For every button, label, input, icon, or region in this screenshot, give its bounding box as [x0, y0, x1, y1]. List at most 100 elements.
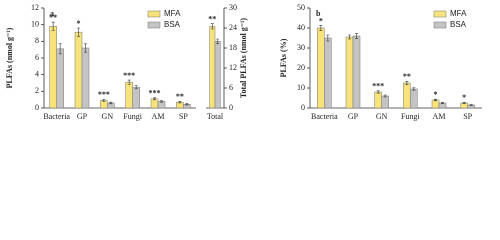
x-tick-label: SP [463, 112, 472, 121]
error-bar [178, 101, 182, 104]
x-tick-label: GN [102, 112, 114, 121]
significance: ** [403, 72, 411, 81]
bar [209, 26, 216, 109]
y-tick-label: 24 [229, 23, 237, 32]
error-bar [127, 79, 131, 85]
legend-label: BSA [450, 20, 467, 29]
legend-swatch [433, 21, 447, 29]
bar [352, 35, 361, 109]
bar [150, 98, 159, 109]
y-tick-label: 12 [31, 3, 39, 12]
x-tick-label: Bacteria [311, 112, 338, 121]
bar [324, 37, 332, 109]
error-bar [51, 21, 55, 31]
y-tick-label: 20 [297, 63, 305, 72]
error-bar [216, 38, 220, 44]
error-bar [109, 101, 113, 105]
bar [56, 48, 64, 109]
significance: * [462, 93, 466, 102]
significance: ** [49, 13, 57, 22]
y-tick-label: 0 [35, 103, 39, 112]
x-tick-label: Total [207, 112, 224, 121]
error-bar [405, 81, 409, 85]
error-bar [434, 98, 437, 102]
bar [403, 82, 411, 109]
y-tick-label: 8 [35, 36, 39, 45]
error-bar [77, 27, 80, 37]
y-tick-label: 30 [229, 3, 237, 12]
legend-label: MFA [164, 9, 181, 18]
error-bar [134, 85, 138, 90]
bar [49, 26, 57, 109]
bar [431, 99, 440, 109]
bar [81, 47, 90, 109]
y-tick-label: 10 [297, 83, 305, 92]
significance: *** [372, 82, 384, 91]
significance: *** [98, 90, 110, 99]
y-tick-label: 10 [31, 19, 39, 28]
error-bar [383, 94, 387, 98]
x-tick-label: SP [179, 112, 188, 121]
y-axis-title: PLFAs (%) [279, 38, 288, 77]
error-bar [469, 104, 473, 106]
legend-swatch [147, 21, 161, 29]
y-tick-label: 12 [229, 63, 237, 72]
error-bar [412, 87, 416, 91]
error-bar [462, 102, 466, 104]
bar [132, 86, 140, 109]
y-tick-label: 18 [229, 43, 237, 52]
bar [410, 88, 418, 109]
significance: *** [149, 89, 161, 98]
bar [74, 31, 83, 109]
error-bar [441, 102, 444, 104]
error-bar [84, 43, 87, 53]
x-tick-label: Fungi [401, 112, 420, 121]
x-tick-label: Bacteria [43, 112, 70, 121]
significance: * [434, 90, 438, 99]
error-bar [326, 34, 330, 42]
y-axis-title: Total PLFAs (nmol g⁻¹) [239, 18, 248, 99]
legend-label: MFA [450, 9, 467, 18]
x-tick-label: GN [376, 112, 388, 121]
error-bar [102, 98, 106, 103]
significance: ** [176, 92, 184, 101]
y-tick-label: 30 [297, 43, 305, 52]
legend-swatch [147, 10, 161, 18]
bar [381, 95, 389, 109]
error-bar [348, 34, 351, 40]
bar [125, 81, 133, 109]
y-tick-label: 2 [35, 86, 39, 95]
y-tick-label: 6 [35, 53, 39, 62]
error-bar [58, 43, 62, 55]
bar [345, 36, 354, 109]
significance: * [77, 19, 81, 28]
significance: *** [123, 71, 135, 80]
panel-label: b [316, 9, 321, 18]
x-tick-label: Fungi [123, 112, 142, 121]
significance: * [319, 16, 323, 25]
error-bar [376, 90, 380, 94]
error-bar [319, 25, 323, 31]
x-tick-label: GP [348, 112, 359, 121]
bar [214, 41, 221, 109]
panel-label: a [50, 9, 54, 18]
y-tick-label: 4 [35, 69, 39, 78]
legend-swatch [433, 10, 447, 18]
y-tick-label: 0 [301, 103, 305, 112]
error-bar [185, 103, 189, 106]
y-axis-title: PLFAs (nmol g⁻¹) [5, 27, 14, 88]
error-bar [160, 100, 163, 103]
y-tick-label: 40 [297, 23, 305, 32]
error-bar [153, 97, 156, 101]
error-bar [210, 23, 214, 30]
legend-label: BSA [164, 20, 181, 29]
x-tick-label: AM [152, 112, 165, 121]
y-tick-label: 6 [229, 83, 233, 92]
x-tick-label: AM [433, 112, 446, 121]
x-tick-label: GP [77, 112, 88, 121]
error-bar [355, 33, 358, 39]
bar [374, 91, 382, 109]
significance: ** [208, 14, 216, 23]
y-tick-label: 0 [229, 103, 233, 112]
